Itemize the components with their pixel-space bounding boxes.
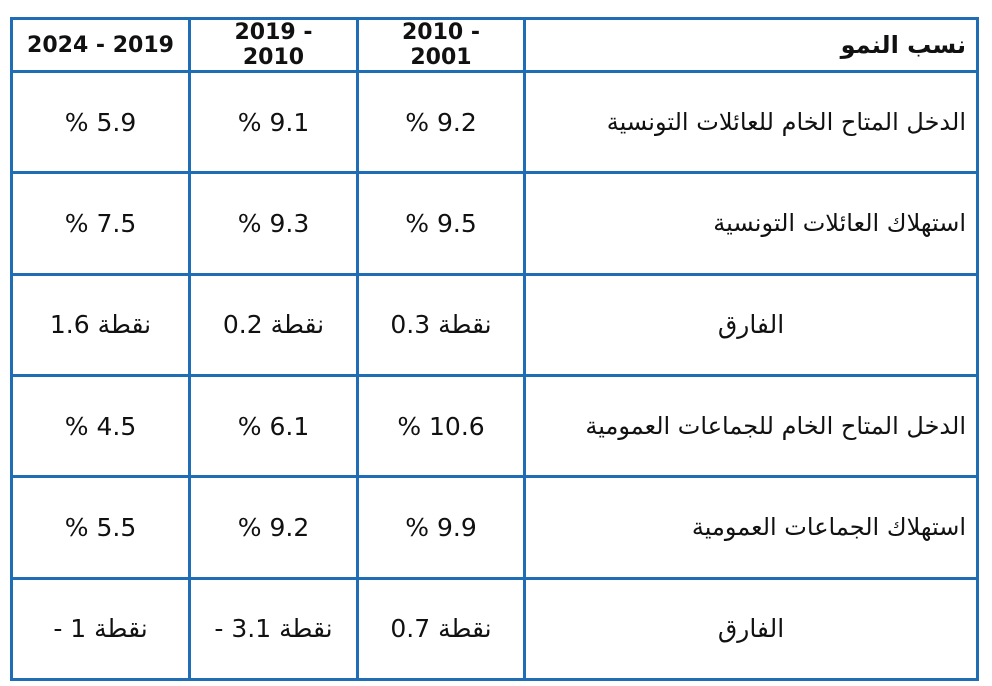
value-cell: % 7.5: [10, 171, 191, 276]
header-cell: 2019 - 2010: [188, 17, 359, 73]
value-cell: % 9.2: [356, 69, 526, 175]
row-label: الدخل المتاح الخام للعائلات التونسية: [523, 69, 979, 175]
growth-table: نسب النمو 2010 - 2001 2019 - 2010 2024 - 20…: [10, 17, 979, 682]
header-cell: 2010 - 2001: [356, 17, 526, 73]
value-cell: 0.3 نقطة: [356, 272, 526, 377]
value-cell: % 5.9: [10, 69, 191, 175]
row-label: الدخل المتاح الخام للجماعات العمومية: [523, 373, 979, 479]
header-cell: نسب النمو: [523, 17, 979, 73]
header-row: نسب النمو 2010 - 2001 2019 - 2010 2024 - 20…: [10, 17, 979, 73]
table-row: الفارق 0.7 نقطة - 3.1 نقطة - 1 نقطة: [10, 576, 979, 682]
value-cell: - 1 نقطة: [10, 576, 191, 682]
table-body: الدخل المتاح الخام للعائلات التونسية% 9.…: [10, 69, 979, 682]
value-cell: % 9.5: [356, 171, 526, 276]
value-cell: 0.7 نقطة: [356, 576, 526, 682]
row-label: استهلاك الجماعات العمومية: [523, 475, 979, 580]
row-label: استهلاك العائلات التونسية: [523, 171, 979, 276]
table-row: استهلاك الجماعات العمومية% 9.9% 9.2% 5.5: [10, 475, 979, 580]
value-cell: % 10.6: [356, 373, 526, 479]
value-cell: % 9.1: [188, 69, 359, 175]
row-label: الفارق: [523, 272, 979, 377]
table-row: الفارق 0.3 نقطة 0.2 نقطة 1.6 نقطة: [10, 272, 979, 377]
value-cell: % 9.2: [188, 475, 359, 580]
value-cell: % 4.5: [10, 373, 191, 479]
value-cell: % 6.1: [188, 373, 359, 479]
value-cell: 0.2 نقطة: [188, 272, 359, 377]
value-cell: - 3.1 نقطة: [188, 576, 359, 682]
header-cell: 2024 - 2019: [10, 17, 191, 73]
value-cell: % 9.9: [356, 475, 526, 580]
table-row: الدخل المتاح الخام للعائلات التونسية% 9.…: [10, 69, 979, 175]
value-cell: % 5.5: [10, 475, 191, 580]
value-cell: 1.6 نقطة: [10, 272, 191, 377]
value-cell: % 9.3: [188, 171, 359, 276]
row-label: الفارق: [523, 576, 979, 682]
table-row: استهلاك العائلات التونسية% 9.5% 9.3% 7.5: [10, 171, 979, 276]
table-row: الدخل المتاح الخام للجماعات العمومية% 10…: [10, 373, 979, 479]
